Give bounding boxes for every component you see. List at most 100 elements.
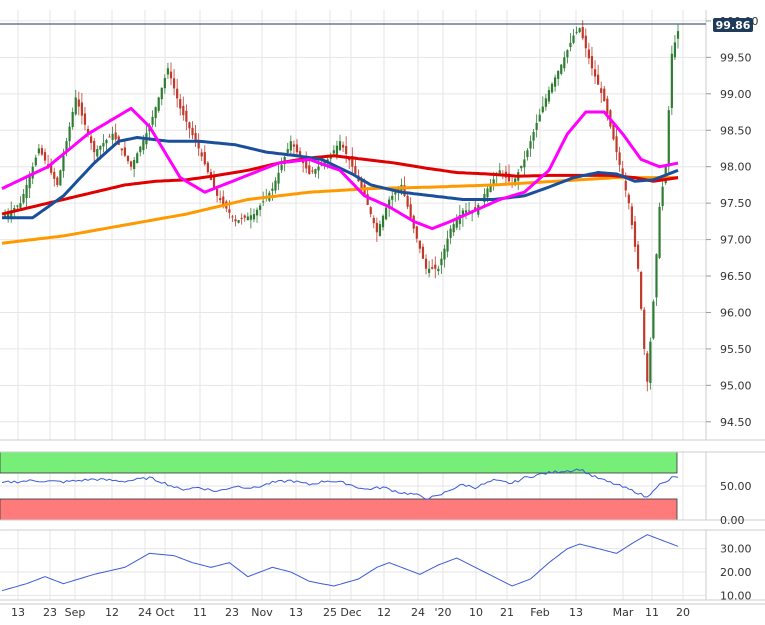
candle: [443, 244, 446, 268]
candle: [197, 133, 200, 156]
candle: [566, 49, 569, 64]
candle: [332, 145, 335, 155]
price-tick-label: 98.00: [720, 161, 752, 174]
candle: [437, 265, 440, 276]
candle: [234, 215, 237, 227]
x-tick-label: 25: [323, 606, 337, 619]
candle: [305, 151, 308, 174]
x-tick-label: 21: [500, 606, 514, 619]
candle: [412, 214, 415, 234]
last-price-marker: 99.86: [0, 18, 753, 32]
candle: [557, 69, 560, 86]
candle: [105, 138, 108, 152]
rsi-y-axis: 50.00 0.00: [0, 451, 765, 527]
x-tick-label: 12: [105, 606, 119, 619]
adx-tick-label: 20.00: [720, 566, 752, 579]
candle: [646, 350, 649, 392]
price-panel: 100.0099.5099.0098.5098.0097.5097.0096.5…: [0, 10, 765, 441]
candle: [34, 154, 37, 167]
price-tick-label: 96.00: [720, 306, 752, 319]
candle: [446, 230, 449, 258]
candle: [108, 133, 111, 138]
candle: [415, 225, 418, 243]
candle: [351, 147, 354, 175]
x-tick-label: 24: [138, 606, 152, 619]
candle: [74, 89, 77, 116]
x-tick-label: Mar: [613, 606, 634, 619]
candle: [56, 176, 59, 188]
candle: [603, 85, 606, 102]
candle: [90, 132, 93, 151]
adx-grid: [0, 530, 706, 600]
candle: [541, 96, 544, 114]
candle: [449, 225, 452, 245]
candle: [126, 155, 130, 165]
candle: [345, 136, 348, 163]
candle: [231, 214, 234, 223]
candle: [93, 138, 96, 162]
candle: [212, 170, 216, 189]
candle: [59, 169, 62, 186]
candle: [308, 160, 311, 175]
candle: [535, 114, 538, 138]
x-tick-label: 11: [645, 606, 659, 619]
candle: [572, 29, 575, 45]
candle: [649, 337, 652, 390]
candle: [369, 205, 372, 218]
candle: [114, 123, 117, 142]
candle: [391, 190, 394, 209]
candle: [569, 33, 572, 52]
price-tick-label: 96.50: [720, 270, 752, 283]
price-tick-label: 97.50: [720, 197, 752, 210]
sma-200-line: [1, 176, 678, 245]
candle: [532, 129, 535, 149]
candle: [372, 215, 375, 229]
candle: [203, 145, 206, 166]
candle: [526, 148, 529, 161]
candle: [627, 192, 630, 210]
price-grid: [0, 10, 706, 440]
candle: [215, 187, 219, 203]
x-tick-label: 13: [569, 606, 583, 619]
candle: [185, 104, 188, 131]
candle: [37, 143, 40, 156]
candle: [597, 64, 600, 85]
candle: [676, 24, 680, 49]
candle: [673, 34, 677, 61]
candle: [587, 42, 590, 65]
candle: [40, 144, 44, 157]
candle: [563, 51, 566, 72]
candle: [314, 168, 317, 178]
candle: [157, 96, 160, 113]
price-tick-label: 98.50: [720, 124, 752, 137]
x-tick-label: 13: [289, 606, 303, 619]
candle: [83, 106, 87, 131]
candle: [544, 93, 547, 111]
candle: [80, 93, 83, 125]
candle: [529, 135, 532, 157]
x-tick-label: 24: [411, 606, 425, 619]
candle: [136, 151, 139, 164]
candle: [292, 140, 296, 156]
candle: [636, 240, 640, 272]
candle: [22, 189, 25, 205]
candle: [259, 203, 262, 217]
candle: [667, 105, 670, 175]
candle: [652, 299, 655, 340]
candle: [434, 256, 437, 279]
candle: [600, 81, 603, 103]
price-tick-label: 97.00: [720, 234, 752, 247]
candle: [593, 60, 597, 84]
candle: [633, 215, 637, 253]
x-axis: 13 23 Sep 12 24 Oct 11 23 Nov 13 25 Dec 12 24'20 10 21 F…: [0, 603, 765, 619]
candle: [584, 28, 587, 58]
adx-tick-label: 10.00: [720, 589, 752, 602]
candle: [560, 63, 563, 76]
candle: [191, 121, 194, 140]
candle: [163, 74, 166, 94]
candle: [547, 86, 551, 104]
candle: [219, 190, 222, 204]
candle: [200, 148, 203, 162]
candle: [421, 243, 425, 260]
